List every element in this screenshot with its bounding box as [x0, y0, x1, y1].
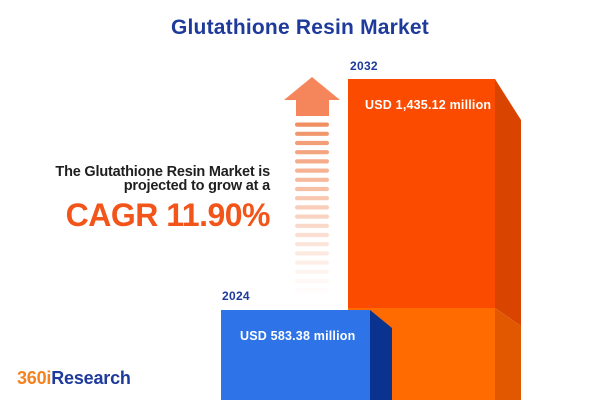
bar-2032-year-label: 2032	[350, 59, 378, 73]
annotation-block: The Glutathione Resin Market is projecte…	[55, 164, 271, 233]
growth-arrow-stripe	[295, 288, 329, 292]
growth-arrow-icon	[284, 77, 340, 292]
growth-arrow-stripe	[295, 232, 329, 238]
growth-arrow-stripes	[295, 122, 329, 292]
growth-arrow-stripe	[295, 122, 329, 127]
page-title: Glutathione Resin Market	[170, 16, 429, 39]
growth-arrow-stripe	[295, 269, 329, 274]
growth-arrow-stripe	[295, 278, 329, 284]
growth-arrow-stripe	[295, 140, 329, 146]
bar-2024	[221, 310, 392, 400]
bar-2032-value-label: USD 1,435.12 million	[365, 98, 492, 112]
growth-arrow-stripe	[295, 196, 329, 201]
bar-2032-front-upper	[348, 79, 495, 308]
bar-2024-side	[370, 310, 392, 400]
growth-arrow-stripe	[295, 223, 329, 228]
growth-arrow-stripe	[295, 260, 329, 265]
bar-2032-side-upper	[495, 79, 521, 326]
bar-2024-value-label: USD 583.38 million	[240, 329, 356, 343]
bar-2032-side-lower	[495, 308, 521, 400]
cagr-text: CAGR 11.90%	[65, 197, 271, 233]
growth-arrow-stripe	[295, 177, 329, 182]
growth-arrow-stripe	[295, 242, 329, 247]
growth-arrow-stripe	[295, 159, 329, 164]
brand-logo-prefix: 360i	[17, 368, 52, 388]
growth-arrow-stripe	[295, 251, 329, 256]
brand-logo: 360iResearch	[17, 368, 131, 389]
growth-arrow-stripe	[295, 131, 329, 136]
growth-arrow-stripe	[295, 150, 329, 155]
growth-arrow-stripe	[295, 168, 329, 173]
brand-logo-suffix: Research	[51, 368, 131, 388]
annotation-line-1: The Glutathione Resin Market is	[55, 164, 270, 180]
growth-arrow-head-icon	[284, 77, 340, 116]
growth-arrow-stripe	[295, 186, 329, 192]
annotation-line-2: projected to grow at a	[123, 177, 270, 194]
bar-2024-year-label: 2024	[222, 289, 250, 303]
bar-2024-front	[221, 310, 370, 400]
growth-arrow-stripe	[295, 205, 329, 210]
growth-arrow-stripe	[295, 214, 329, 219]
